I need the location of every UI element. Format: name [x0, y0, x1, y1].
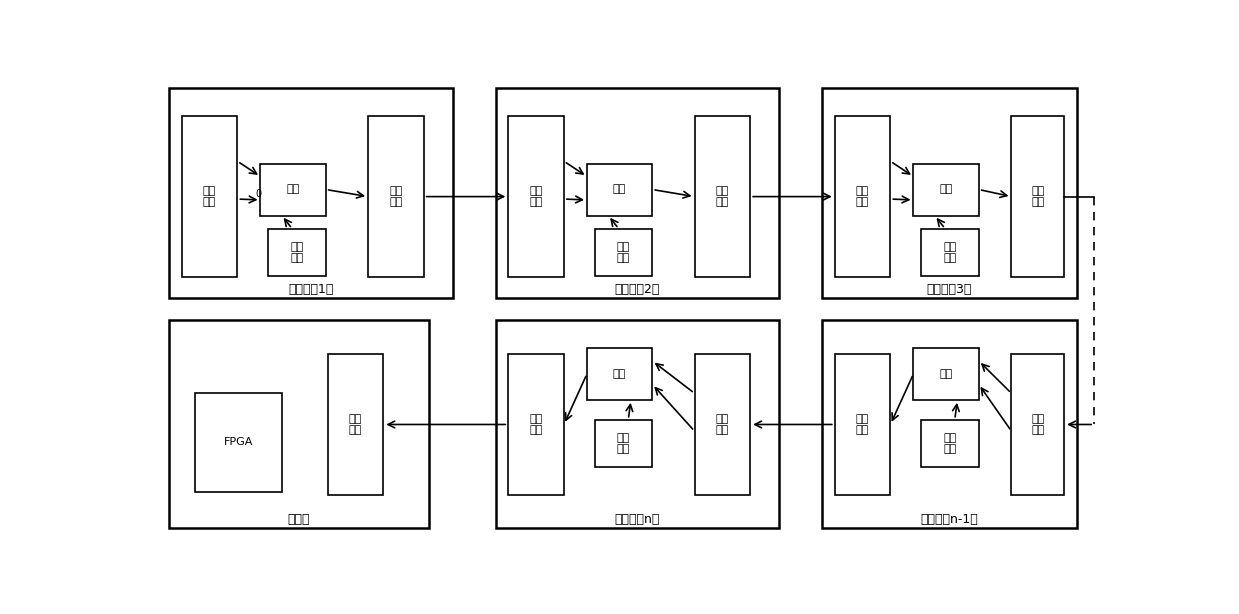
Text: 本地
故障: 本地 故障	[617, 433, 631, 454]
Bar	[182, 116, 238, 277]
Bar	[1011, 116, 1064, 277]
Bar	[695, 354, 751, 495]
Bar	[170, 319, 429, 527]
Bar	[913, 163, 979, 216]
Bar	[913, 348, 979, 400]
Text: 或非: 或非	[613, 369, 626, 379]
Text: 从节点（n-1）: 从节点（n-1）	[921, 513, 979, 526]
Bar	[823, 319, 1077, 527]
Text: 从节点（3）: 从节点（3）	[927, 283, 973, 296]
Bar	[823, 88, 1077, 298]
Text: 或非: 或非	[939, 369, 953, 379]
Bar	[695, 116, 751, 277]
Text: FPGA: FPGA	[224, 437, 253, 448]
Bar	[835, 354, 891, 495]
Bar	[508, 116, 564, 277]
Text: 从节点（1）: 从节点（1）	[289, 283, 333, 296]
Bar	[196, 393, 281, 492]
Bar	[587, 163, 652, 216]
Text: 0: 0	[255, 189, 261, 199]
Text: 光纤
发送: 光纤 发送	[856, 414, 870, 435]
Bar	[921, 420, 979, 467]
Text: 或非: 或非	[613, 185, 626, 195]
Bar	[921, 229, 979, 276]
Bar	[1011, 354, 1064, 495]
Text: 光纤
发送: 光纤 发送	[716, 186, 729, 208]
Bar	[368, 116, 424, 277]
Text: 光纤
接收: 光纤 接收	[856, 186, 870, 208]
Text: 光纤
接收: 光纤 接收	[716, 414, 729, 435]
Text: 光纤
发送: 光纤 发送	[529, 414, 543, 435]
Text: 光纤
发送: 光纤 发送	[389, 186, 403, 208]
Bar	[496, 88, 779, 298]
Bar	[587, 348, 652, 400]
Text: 或非: 或非	[939, 185, 953, 195]
Text: 本地
故障: 本地 故障	[943, 241, 957, 263]
Bar	[595, 229, 652, 276]
Text: 从节点（n）: 从节点（n）	[615, 513, 660, 526]
Text: 光纤
发送: 光纤 发送	[1031, 186, 1044, 208]
Bar	[508, 354, 564, 495]
Text: 本地
故障: 本地 故障	[943, 433, 957, 454]
Bar	[595, 420, 652, 467]
Bar	[835, 116, 891, 277]
Text: 光纤
接收: 光纤 接收	[529, 186, 543, 208]
Bar	[496, 319, 779, 527]
Bar	[327, 354, 383, 495]
Text: 光纤
接收: 光纤 接收	[349, 414, 362, 435]
Text: 本地
故障: 本地 故障	[617, 241, 631, 263]
Text: 光纤
接收: 光纤 接收	[203, 186, 217, 208]
Text: 或非: 或非	[286, 185, 300, 195]
Text: 本地
故障: 本地 故障	[290, 241, 304, 263]
Bar	[268, 229, 326, 276]
Text: 主节点: 主节点	[287, 513, 310, 526]
Bar	[170, 88, 452, 298]
Text: 光纤
接收: 光纤 接收	[1031, 414, 1044, 435]
Text: 从节点（2）: 从节点（2）	[615, 283, 660, 296]
Bar	[260, 163, 326, 216]
